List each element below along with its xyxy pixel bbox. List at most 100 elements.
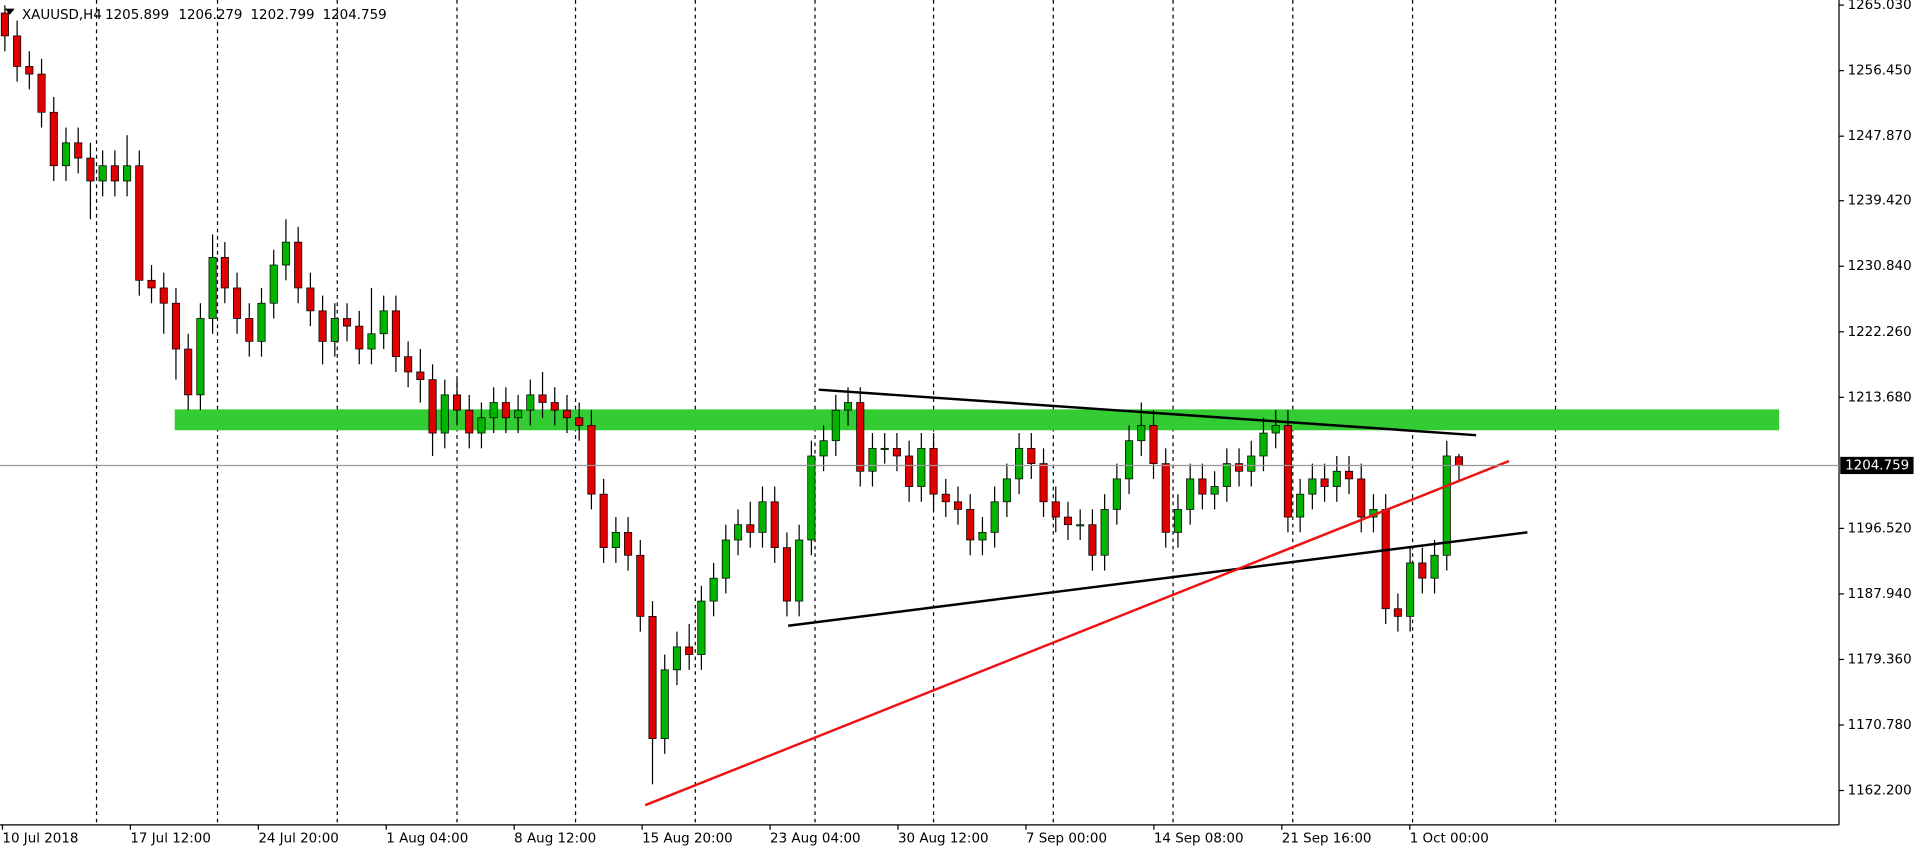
candle-body: [1063, 516, 1073, 526]
candle-body: [1039, 463, 1048, 503]
candle-body: [452, 394, 462, 411]
candle-body: [13, 35, 22, 67]
x-tick-label: 17 Jul 12:00: [130, 830, 211, 846]
candle-body: [74, 142, 83, 159]
candle-body: [61, 142, 71, 167]
candle-body: [1442, 455, 1451, 556]
grid: [95, 0, 1557, 825]
candle-body: [245, 318, 254, 342]
candle-body: [1210, 486, 1219, 495]
candle-body: [1088, 524, 1097, 556]
rising-trendline: [644, 459, 1510, 807]
x-tick-label: 14 Sep 08:00: [1154, 830, 1244, 846]
candle-body: [342, 318, 352, 327]
menu-arrow[interactable]: [4, 8, 15, 15]
candle-body: [110, 165, 119, 182]
candle-body: [1015, 447, 1024, 480]
candle-body: [257, 302, 266, 342]
lower-trendline: [787, 531, 1528, 627]
candle-body: [147, 279, 156, 289]
candle-body: [1381, 509, 1390, 610]
current-price-label: 1204.759: [1845, 457, 1909, 473]
candle-body: [538, 394, 547, 403]
y-tick-label: 1196.520: [1848, 520, 1912, 536]
candle-body: [1235, 463, 1244, 472]
candle-body: [562, 409, 572, 419]
candle-body: [660, 669, 669, 739]
candle-body: [1406, 562, 1415, 617]
candle-body: [184, 348, 193, 396]
candle-body: [1320, 478, 1329, 487]
x-tick-label: 15 Aug 20:00: [642, 830, 733, 846]
candle-body: [233, 287, 242, 319]
candle-body: [648, 615, 657, 739]
candle-body: [831, 409, 840, 442]
candle-body: [501, 402, 510, 419]
candle-body: [697, 600, 706, 655]
candle-body: [880, 447, 889, 450]
candle-body: [734, 524, 743, 541]
candle-body: [905, 455, 914, 487]
candle-body: [123, 165, 132, 182]
candle-body: [1332, 470, 1341, 487]
candle-body: [856, 402, 865, 472]
candle-body: [404, 356, 413, 373]
y-tick-label: 1222.260: [1848, 324, 1912, 340]
candle-body: [37, 73, 46, 113]
ohlc-low: 1202.799: [250, 7, 314, 23]
candle-body: [807, 455, 816, 541]
candle-body: [1259, 432, 1268, 457]
candle-body: [330, 318, 339, 342]
candle-body: [294, 241, 303, 289]
y-tick-label: 1230.840: [1848, 258, 1912, 274]
candle-body: [1125, 440, 1134, 480]
candle-body: [1271, 425, 1280, 434]
candle-body: [306, 287, 315, 312]
candle-body: [208, 257, 217, 319]
candle-body: [25, 66, 34, 75]
ohlc-close: 1204.759: [323, 7, 387, 23]
candle-body: [966, 509, 975, 541]
candle-body: [1149, 425, 1158, 464]
candle-body: [929, 447, 938, 495]
candle-body: [416, 371, 425, 380]
current-price-box: [1840, 456, 1914, 475]
candle-body: [1173, 509, 1182, 533]
candle-body: [49, 111, 58, 167]
y-tick-label: 1162.200: [1848, 782, 1912, 798]
y-tick-label: 1179.360: [1848, 651, 1912, 667]
candle-body: [1283, 425, 1292, 518]
x-tick-label: 8 Aug 12:00: [514, 830, 596, 846]
candle-body: [135, 165, 144, 281]
candle-body: [1137, 425, 1146, 442]
y-tick-label: 1239.420: [1848, 193, 1912, 209]
candle-body: [1002, 478, 1011, 503]
candle-body: [892, 447, 901, 457]
candle-body: [795, 539, 804, 602]
y-tick-label: 1170.780: [1848, 717, 1912, 733]
candle-body: [0, 12, 9, 37]
candle-body: [624, 531, 633, 556]
x-tick-label: 30 Aug 12:00: [898, 830, 989, 846]
candle-body: [1051, 501, 1060, 518]
x-tick-label: 1 Aug 04:00: [386, 830, 468, 846]
x-tick-label: 21 Sep 16:00: [1282, 830, 1372, 846]
x-tick-label: 24 Jul 20:00: [258, 830, 339, 846]
candle-body: [1100, 509, 1109, 556]
candle-body: [514, 409, 523, 419]
candle-body: [550, 402, 559, 411]
candle-body: [465, 409, 474, 434]
ohlc-open: 1205.899: [105, 7, 169, 23]
candle-body: [672, 646, 681, 671]
candle-body: [159, 287, 168, 304]
candle-body: [367, 333, 376, 350]
candle-body: [355, 325, 364, 350]
candle-body: [868, 447, 877, 472]
candle-body: [1186, 478, 1195, 510]
symbol-label: XAUUSD,H4: [22, 7, 102, 23]
candle-body: [770, 501, 779, 548]
candle-body: [685, 646, 694, 655]
candle-body: [1076, 524, 1085, 527]
